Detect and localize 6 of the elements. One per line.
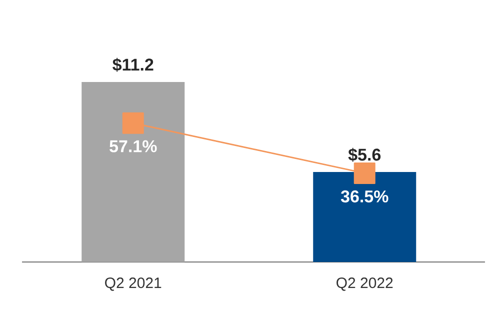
data-label: 36.5%: [340, 190, 388, 202]
x-tick-label: Q2 2022: [336, 278, 393, 291]
x-tick-label: Q2 2021: [105, 278, 162, 291]
data-label: 57.1%: [110, 140, 157, 152]
data-label: $11.2: [112, 58, 154, 72]
data-label: $5.6: [348, 148, 381, 162]
